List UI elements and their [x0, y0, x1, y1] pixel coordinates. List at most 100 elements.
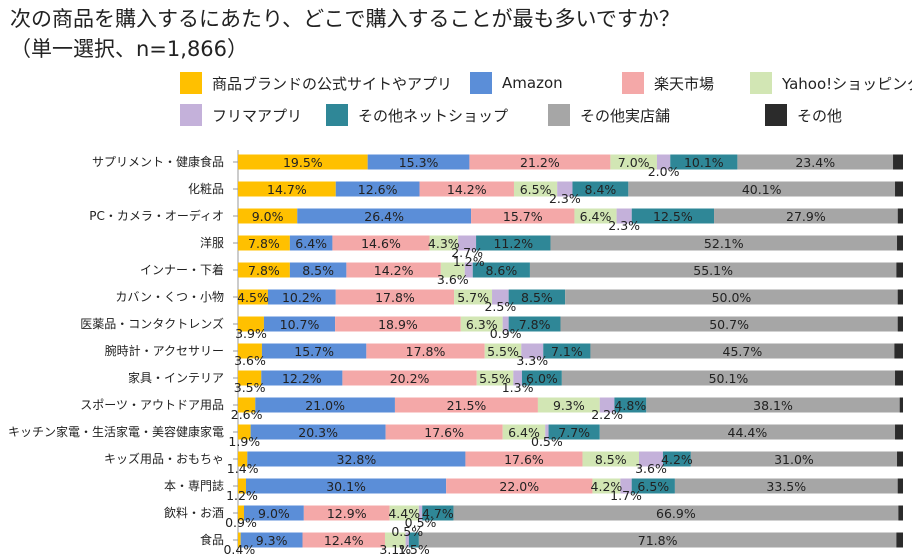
- data-label: 22.0%: [499, 479, 539, 494]
- bar-segment: [471, 208, 575, 224]
- data-label: 20.2%: [390, 371, 430, 386]
- data-label: 19.5%: [283, 155, 323, 170]
- bar-segment: [690, 451, 898, 467]
- data-label: 10.7%: [280, 317, 320, 332]
- bar-segment: [385, 424, 503, 440]
- bar-segment: [250, 424, 386, 440]
- data-label: 32.8%: [337, 452, 377, 467]
- data-label: 1.2%: [226, 488, 258, 503]
- legend-item: その他実店舗: [548, 104, 670, 126]
- legend-swatch: [765, 104, 787, 126]
- bar-segment: [897, 235, 903, 251]
- data-label: 12.9%: [327, 506, 367, 521]
- data-label: 4.5%: [237, 290, 269, 305]
- data-label: 20.3%: [298, 425, 338, 440]
- bar-segment: [897, 208, 903, 224]
- bar-segment: [737, 154, 894, 170]
- data-label: 2.3%: [608, 218, 640, 233]
- data-label: 5.5%: [487, 344, 519, 359]
- bar-segment: [545, 424, 549, 440]
- data-label: 44.4%: [728, 425, 768, 440]
- bar-segment: [670, 154, 738, 170]
- bar-segment: [261, 370, 343, 386]
- data-label: 2.3%: [549, 191, 581, 206]
- bar-segment: [429, 235, 459, 251]
- legend-item: Amazon: [470, 72, 563, 94]
- bar-segment: [492, 289, 509, 305]
- category-label: キッチン家電・生活家電・美容健康家電: [8, 424, 224, 439]
- bar-segment: [513, 181, 558, 197]
- data-label: 50.7%: [709, 317, 749, 332]
- data-label: 1.7%: [610, 488, 642, 503]
- data-label: 4.8%: [614, 398, 646, 413]
- category-label: 本・専門誌: [164, 478, 224, 493]
- bar-segment: [243, 505, 304, 521]
- bar-segment: [513, 370, 522, 386]
- bar-segment: [899, 397, 903, 413]
- legend-swatch: [180, 72, 202, 94]
- bar-segment: [418, 532, 897, 548]
- data-label: 2.7%: [451, 245, 483, 260]
- bar-segment: [894, 343, 903, 359]
- bar-segment: [460, 316, 503, 332]
- bar-segment: [366, 343, 485, 359]
- data-label: 14.7%: [267, 182, 307, 197]
- data-label: 4.3%: [428, 236, 460, 251]
- chart-subtitle: （単一選択、n=1,866）: [10, 37, 249, 61]
- data-label: 2.0%: [648, 164, 680, 179]
- data-label: 1.3%: [502, 380, 534, 395]
- legend-swatch: [622, 72, 644, 94]
- bar-segment: [422, 505, 454, 521]
- legend-swatch: [326, 104, 348, 126]
- data-label: 7.0%: [618, 155, 650, 170]
- data-label: 23.4%: [795, 155, 835, 170]
- bar-segment: [238, 424, 251, 440]
- data-label: 31.0%: [774, 452, 814, 467]
- data-label: 1.2%: [453, 254, 485, 269]
- data-label: 12.4%: [324, 533, 364, 548]
- data-label: 17.8%: [406, 344, 446, 359]
- data-label: 30.1%: [326, 479, 366, 494]
- bar-segment: [502, 316, 509, 332]
- bar-segment: [508, 316, 561, 332]
- data-label: 27.9%: [786, 209, 826, 224]
- data-label: 8.5%: [595, 452, 627, 467]
- bar-segment: [893, 154, 903, 170]
- bar-segment: [614, 397, 647, 413]
- bar-segment: [646, 397, 900, 413]
- data-label: 14.6%: [361, 236, 401, 251]
- data-label: 38.1%: [753, 398, 793, 413]
- data-label: 17.6%: [504, 452, 544, 467]
- bar-segment: [476, 370, 514, 386]
- bar-segment: [638, 451, 663, 467]
- legend-label: その他実店舗: [580, 106, 671, 125]
- legend-item: 商品ブランドの公式サイトやアプリ: [180, 72, 452, 94]
- bar-segment: [610, 154, 657, 170]
- bar-segment: [674, 478, 898, 494]
- bar-segment: [342, 370, 477, 386]
- category-label: 家具・インテリア: [128, 370, 224, 385]
- data-label: 8.4%: [585, 182, 617, 197]
- data-label: 7.8%: [248, 236, 280, 251]
- bar-segment: [394, 397, 538, 413]
- bar-segment: [240, 532, 303, 548]
- legend-label: 商品ブランドの公式サイトやアプリ: [212, 74, 453, 93]
- bar-segment: [238, 505, 244, 521]
- data-label: 4.7%: [422, 506, 454, 521]
- bar-segment: [440, 262, 465, 278]
- bar-segment: [261, 343, 367, 359]
- bar-segment: [895, 370, 903, 386]
- category-label: インナー・下着: [140, 262, 224, 277]
- bar-segment: [238, 289, 268, 305]
- data-label: 6.5%: [637, 479, 669, 494]
- bar-segment: [367, 154, 470, 170]
- bar-segment: [464, 262, 473, 278]
- data-label: 3.5%: [234, 380, 266, 395]
- bar-segment: [631, 478, 675, 494]
- bar-segment: [238, 478, 246, 494]
- bar-segment: [465, 451, 583, 467]
- data-label: 14.2%: [374, 263, 414, 278]
- bar-segment: [389, 505, 419, 521]
- data-label: 17.8%: [375, 290, 415, 305]
- bar-segment: [599, 424, 896, 440]
